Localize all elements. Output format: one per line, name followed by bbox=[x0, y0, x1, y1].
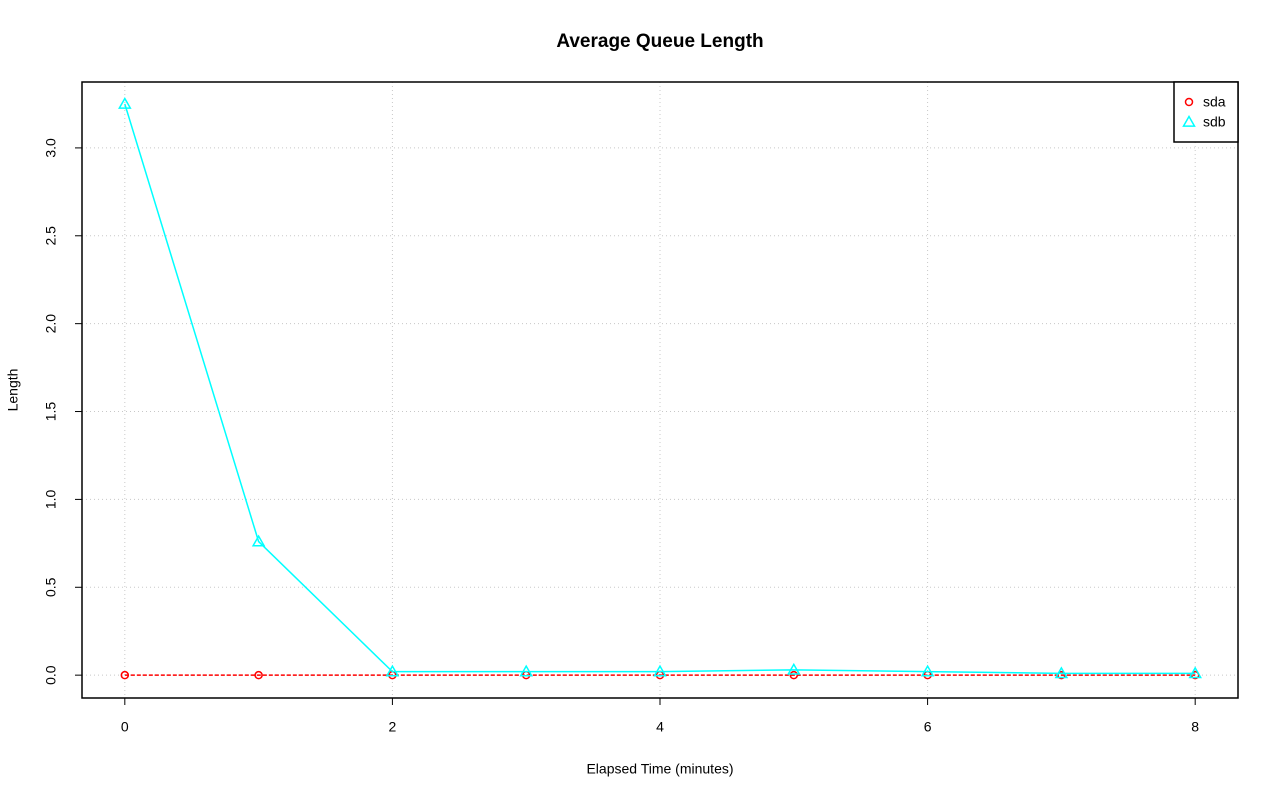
data-point bbox=[789, 670, 799, 680]
x-tick-label: 8 bbox=[1191, 719, 1199, 735]
legend-marker bbox=[1184, 97, 1194, 107]
x-tick-label: 6 bbox=[924, 719, 932, 735]
y-tick-label: 0.5 bbox=[43, 577, 59, 597]
data-point bbox=[1188, 666, 1202, 679]
y-tick-label: 3.0 bbox=[43, 138, 59, 158]
x-tick-label: 0 bbox=[121, 719, 129, 735]
legend-marker bbox=[1182, 114, 1196, 127]
y-tick-label: 1.5 bbox=[43, 402, 59, 422]
chart-title: Average Queue Length bbox=[556, 31, 763, 52]
data-point bbox=[787, 662, 801, 675]
x-axis-label: Elapsed Time (minutes) bbox=[586, 761, 733, 777]
data-point bbox=[118, 96, 132, 109]
legend-label: sda bbox=[1203, 94, 1226, 110]
series-line bbox=[124, 103, 1196, 675]
legend-box bbox=[1173, 81, 1239, 143]
legend-label: sdb bbox=[1203, 114, 1226, 130]
y-tick-label: 2.5 bbox=[43, 226, 59, 246]
data-point bbox=[920, 664, 935, 677]
data-point bbox=[519, 664, 533, 677]
data-point bbox=[254, 670, 263, 680]
data-point bbox=[120, 670, 130, 680]
y-axis-label: Length bbox=[5, 369, 21, 412]
y-tick-label: 0.0 bbox=[43, 665, 59, 685]
y-tick-label: 1.0 bbox=[43, 489, 59, 509]
plot-frame bbox=[81, 81, 1239, 699]
x-tick-label: 4 bbox=[656, 719, 664, 735]
data-point bbox=[653, 664, 667, 677]
data-point bbox=[385, 664, 400, 677]
data-point bbox=[1054, 666, 1069, 679]
y-tick-label: 2.0 bbox=[43, 314, 59, 334]
data-point bbox=[251, 534, 266, 547]
x-tick-label: 2 bbox=[389, 719, 397, 735]
